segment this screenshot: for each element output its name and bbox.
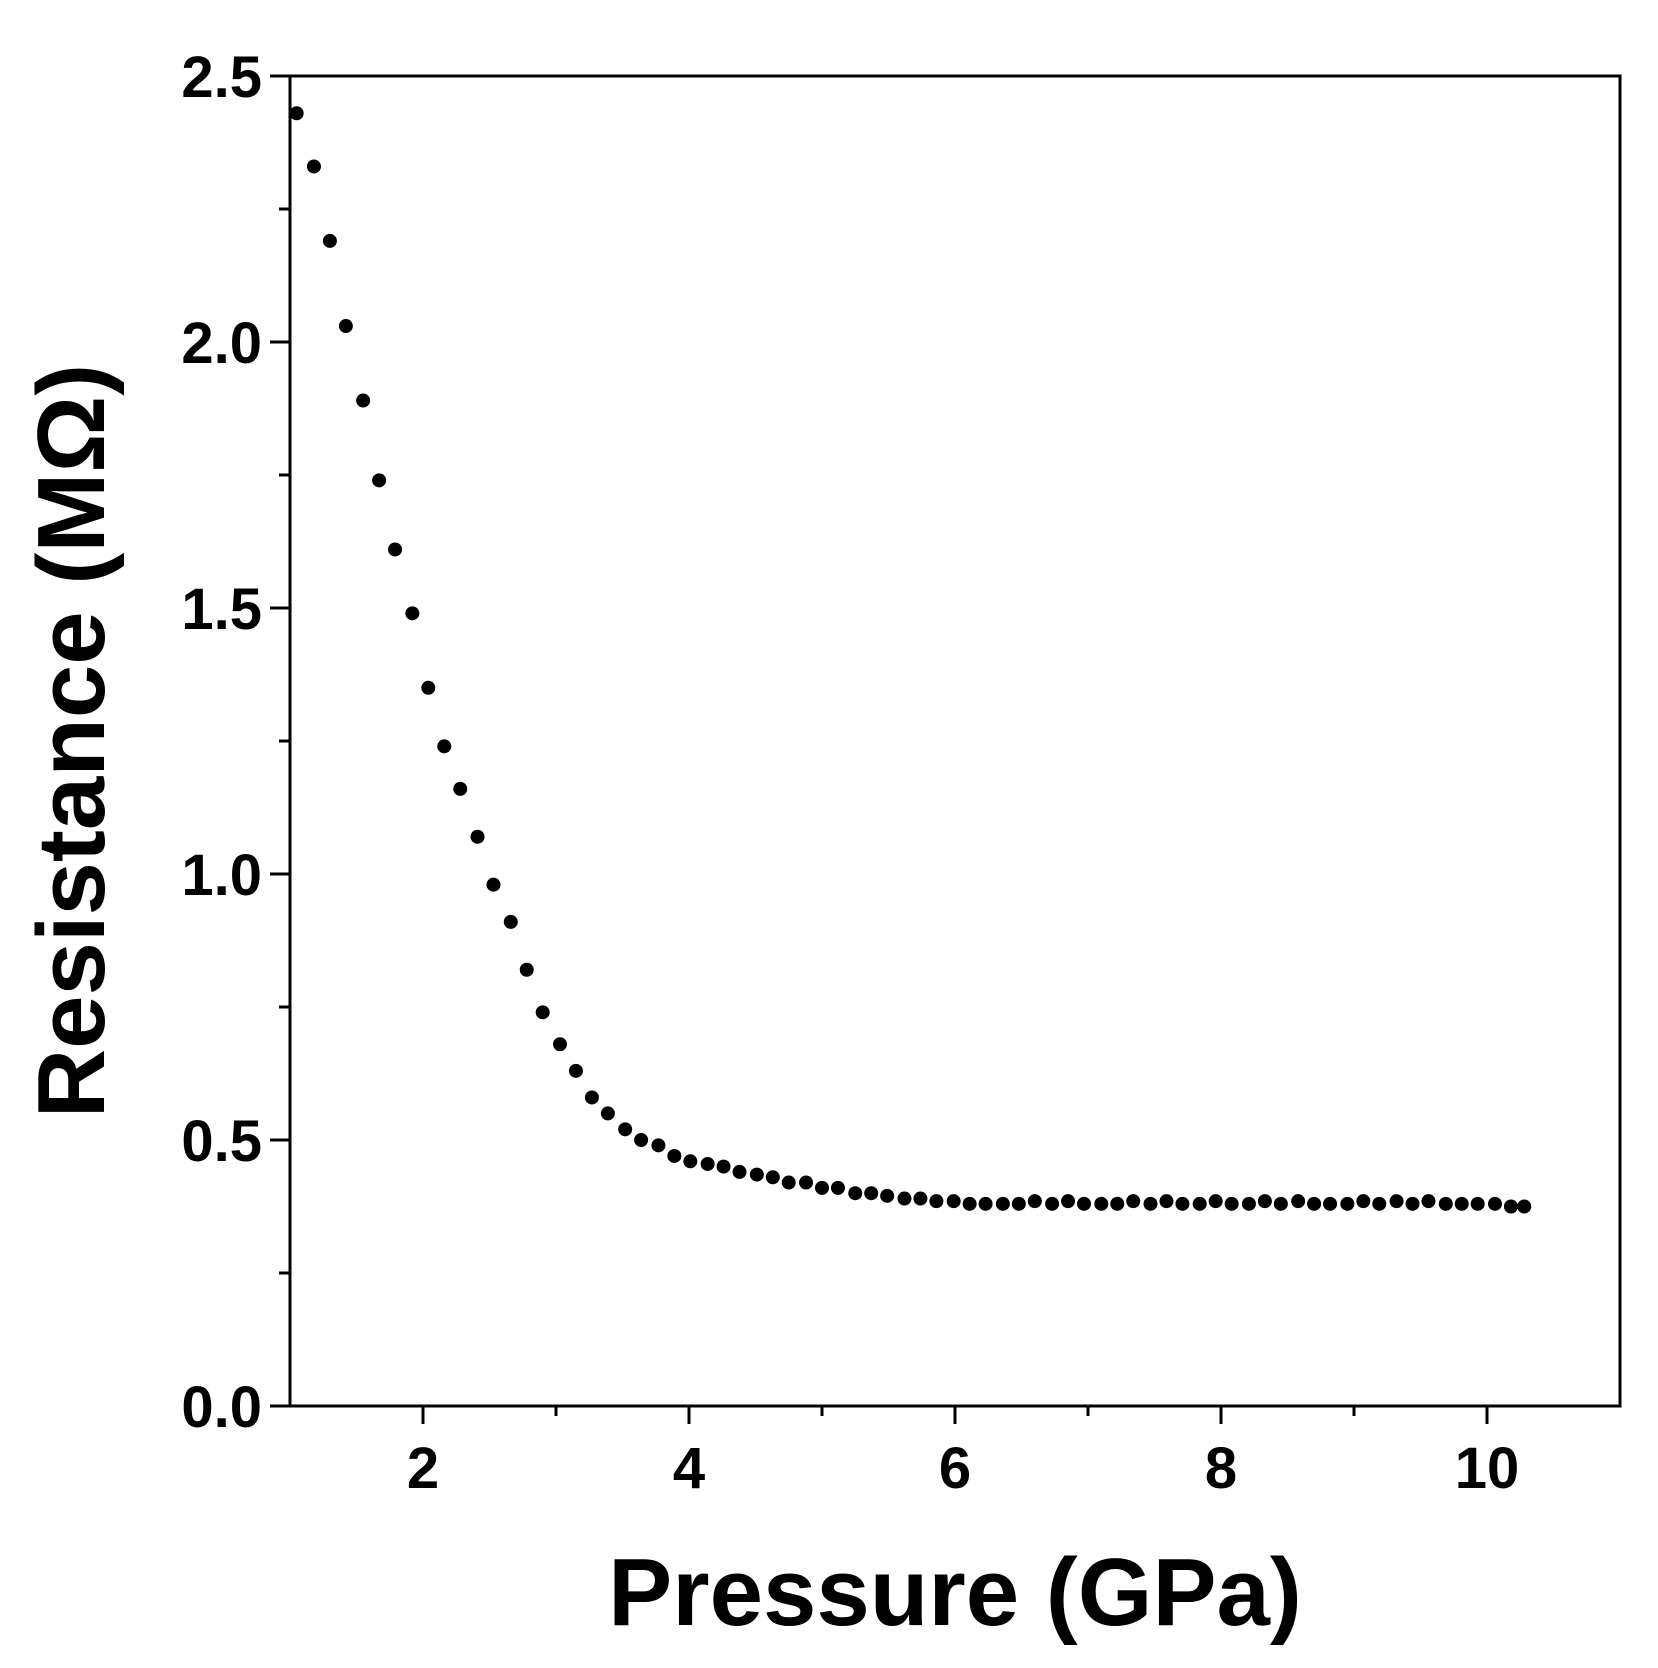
data-point — [1027, 1194, 1042, 1209]
data-point — [1208, 1194, 1223, 1209]
data-point — [864, 1186, 879, 1201]
y-tick-label: 2.0 — [181, 311, 262, 376]
y-tick-label: 1.5 — [181, 577, 262, 642]
data-point — [1487, 1196, 1502, 1211]
data-point — [1454, 1196, 1469, 1211]
data-point — [995, 1196, 1010, 1211]
data-point — [1224, 1196, 1239, 1211]
data-point — [470, 829, 485, 844]
data-point — [600, 1106, 615, 1121]
data-point — [880, 1188, 895, 1203]
data-point — [552, 1037, 567, 1052]
data-point — [830, 1180, 845, 1195]
data-point — [1257, 1194, 1272, 1209]
data-point — [1421, 1194, 1436, 1209]
data-point — [1307, 1196, 1322, 1211]
data-point — [1470, 1196, 1485, 1211]
data-point — [1094, 1196, 1109, 1211]
y-tick-label: 2.5 — [181, 45, 262, 110]
data-point — [322, 233, 337, 248]
data-point — [1438, 1196, 1453, 1211]
data-point — [1405, 1196, 1420, 1211]
data-point — [1291, 1194, 1306, 1209]
y-tick-label: 1.0 — [181, 843, 262, 908]
data-point — [848, 1186, 863, 1201]
data-point — [700, 1156, 715, 1171]
x-tick-label: 10 — [1455, 1436, 1520, 1501]
data-point — [519, 962, 534, 977]
data-point — [781, 1175, 796, 1190]
data-point — [749, 1167, 764, 1182]
data-point — [1159, 1194, 1174, 1209]
data-point — [1143, 1196, 1158, 1211]
data-points — [289, 106, 1532, 1214]
data-point — [962, 1196, 977, 1211]
data-point — [929, 1194, 944, 1209]
data-point — [1061, 1194, 1076, 1209]
data-point — [1175, 1196, 1190, 1211]
data-point — [486, 877, 501, 892]
data-point — [372, 473, 387, 488]
data-point — [1389, 1194, 1404, 1209]
data-point — [978, 1196, 993, 1211]
data-point — [356, 393, 371, 408]
data-point — [1273, 1196, 1288, 1211]
data-point — [306, 159, 321, 174]
data-point — [338, 319, 353, 334]
data-point — [1356, 1194, 1371, 1209]
data-point — [683, 1154, 698, 1169]
data-point — [1011, 1196, 1026, 1211]
y-axis-tick-labels: 0.0 0.5 1.0 1.5 2.0 2.5 — [181, 45, 262, 1440]
x-tick-label: 2 — [407, 1436, 439, 1501]
x-axis-ticks — [421, 1406, 1489, 1424]
data-point — [1503, 1199, 1518, 1214]
data-point — [634, 1133, 649, 1147]
data-point — [503, 914, 518, 929]
data-point — [716, 1159, 731, 1174]
data-point — [618, 1122, 633, 1137]
data-point — [405, 606, 420, 621]
data-point — [1110, 1196, 1125, 1211]
data-point — [799, 1175, 814, 1190]
data-point — [946, 1194, 961, 1209]
data-point — [568, 1063, 583, 1078]
data-point — [1126, 1194, 1141, 1209]
x-axis-title: Pressure (GPa) — [608, 1539, 1302, 1646]
data-point — [388, 542, 403, 557]
data-point — [584, 1090, 599, 1105]
data-point — [437, 739, 452, 754]
data-point — [453, 781, 468, 796]
data-point — [765, 1170, 780, 1185]
data-point — [421, 680, 436, 695]
data-point — [1323, 1196, 1338, 1211]
data-point — [289, 106, 304, 121]
data-point — [1192, 1196, 1207, 1211]
x-tick-label: 4 — [673, 1436, 705, 1501]
data-point — [1241, 1196, 1256, 1211]
data-point — [732, 1164, 747, 1179]
y-tick-label: 0.5 — [181, 1109, 262, 1174]
y-axis-title: Resistance (MΩ) — [18, 364, 125, 1119]
data-point — [535, 1005, 550, 1020]
y-tick-label: 0.0 — [181, 1375, 262, 1440]
data-point — [913, 1191, 928, 1206]
data-point — [897, 1191, 912, 1206]
data-point — [651, 1138, 666, 1153]
data-point — [1077, 1196, 1092, 1211]
data-point — [1517, 1199, 1532, 1214]
data-point — [815, 1180, 829, 1195]
x-tick-label: 6 — [939, 1436, 971, 1501]
data-point — [1372, 1196, 1387, 1211]
y-axis-ticks — [270, 74, 290, 1408]
x-tick-label: 8 — [1205, 1436, 1237, 1501]
data-point — [1340, 1196, 1355, 1211]
data-point — [667, 1148, 682, 1163]
x-axis-tick-labels: 2 4 6 8 10 — [407, 1436, 1519, 1501]
data-point — [1045, 1196, 1060, 1211]
